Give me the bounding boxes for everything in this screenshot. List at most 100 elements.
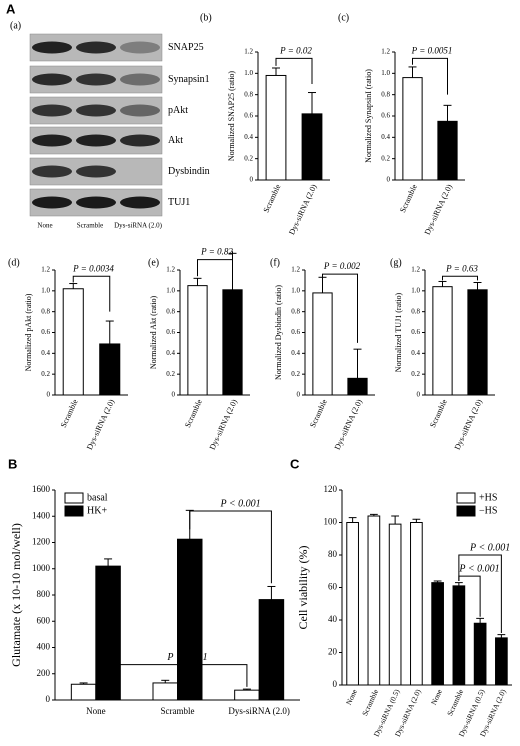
- y-tick-label: 1.2: [291, 266, 300, 274]
- y-tick-label: 0: [172, 391, 176, 399]
- panel-label: (b): [200, 12, 212, 23]
- error-bar: [318, 276, 327, 293]
- y-tick-label: 1.2: [166, 266, 175, 274]
- y-tick-label: 0.8: [244, 90, 253, 98]
- x-tick-label: Dys-siRNA (2.0): [453, 398, 484, 452]
- error-bar: [242, 688, 251, 691]
- error-bar: [438, 280, 447, 287]
- y-tick-label: 0.2: [291, 370, 300, 378]
- y-tick-label: 0: [297, 391, 301, 399]
- y-tick-label: 0.6: [381, 112, 390, 120]
- x-tick-label: Dys-siRNA (2.0): [333, 398, 364, 452]
- error-bar: [193, 277, 202, 286]
- blot-lane-label: Scramble: [77, 222, 103, 230]
- x-tick-label: Dys-siRNA (2.0): [423, 183, 454, 237]
- y-tick-label: 0.6: [411, 328, 420, 336]
- p-value: P < 0.001: [458, 563, 499, 574]
- blot-band: [32, 196, 72, 209]
- y-tick-label: 1.2: [411, 266, 420, 274]
- p-value: P < 0.001: [166, 652, 207, 663]
- blot-band: [32, 134, 72, 147]
- bar: [222, 289, 243, 396]
- error-bar: [497, 634, 506, 638]
- error-bar: [473, 282, 482, 290]
- y-tick-label: 0.2: [244, 154, 253, 162]
- legend-swatch: [456, 492, 476, 504]
- error-bar: [69, 283, 78, 289]
- bar: [234, 689, 260, 701]
- y-tick-label: 1400: [32, 510, 51, 520]
- legend-label: HK+: [87, 505, 107, 516]
- blot-band: [76, 41, 116, 54]
- bar: [99, 343, 121, 396]
- blot-band: [120, 104, 160, 117]
- y-tick-label: 80: [328, 549, 338, 559]
- error-bar: [443, 104, 452, 122]
- y-tick-label: 0.4: [291, 349, 300, 357]
- bar: [437, 120, 458, 181]
- y-tick-label: 40: [328, 614, 338, 624]
- y-tick-label: 1.0: [291, 286, 300, 294]
- blot-lane-label: None: [37, 222, 52, 230]
- y-tick-label: 0.2: [166, 370, 175, 378]
- panel-label: A: [6, 1, 16, 16]
- error-bar: [272, 67, 280, 76]
- y-tick-label: 1600: [32, 484, 51, 494]
- y-axis-label: Normalized Dysbindin (ratio): [274, 285, 283, 380]
- y-axis-label: Normalized pAkt (ratio): [24, 293, 33, 371]
- bar: [265, 74, 287, 181]
- y-tick-label: 0: [417, 391, 421, 399]
- error-bar: [391, 515, 400, 525]
- y-tick-label: 0: [333, 679, 338, 689]
- x-tick-label: Scramble: [398, 182, 419, 214]
- y-tick-label: 0.2: [411, 370, 420, 378]
- y-tick-label: 0: [47, 391, 51, 399]
- y-axis-label: Normalized SNAP25 (ratio): [227, 71, 236, 162]
- error-bar: [353, 348, 362, 379]
- blot-band: [76, 134, 116, 147]
- x-tick-label: Scramble: [183, 397, 204, 429]
- y-tick-label: 120: [324, 484, 338, 494]
- p-value: P = 0.0051: [411, 45, 453, 55]
- y-tick-label: 100: [324, 517, 338, 527]
- y-tick-label: 0: [387, 176, 391, 184]
- panel-label: (d): [8, 257, 20, 268]
- blot-band: [32, 41, 72, 54]
- y-tick-label: 0.4: [41, 349, 50, 357]
- panel-label: C: [290, 456, 300, 471]
- y-tick-label: 0.8: [41, 307, 50, 315]
- x-tick-label: None: [86, 706, 106, 716]
- bar: [495, 637, 508, 686]
- y-tick-label: 1.0: [244, 69, 253, 77]
- bar: [367, 515, 381, 686]
- error-bar: [454, 582, 463, 586]
- p-value: P = 0.82: [200, 247, 233, 257]
- bar: [402, 77, 423, 181]
- blot-band: [120, 196, 160, 209]
- y-tick-label: 1.0: [411, 286, 420, 294]
- error-bar: [348, 517, 357, 523]
- panel-label: (c): [338, 12, 349, 23]
- bar: [177, 538, 203, 701]
- bar: [347, 377, 368, 396]
- y-tick-label: 0.4: [381, 133, 390, 141]
- error-bar: [369, 513, 378, 516]
- error-bar: [476, 617, 485, 624]
- y-tick-label: 0.8: [166, 307, 175, 315]
- y-tick-label: 0.4: [244, 133, 253, 141]
- y-tick-label: 1.2: [41, 266, 50, 274]
- blot-lane-label: Dys-siRNA (2.0): [114, 222, 163, 230]
- blot-band: [76, 165, 116, 178]
- y-tick-label: 60: [328, 582, 338, 592]
- y-tick-label: 0: [46, 694, 51, 704]
- y-tick-label: 0.6: [41, 328, 50, 336]
- y-tick-label: 1.2: [244, 48, 253, 56]
- blot-label: (a): [10, 20, 21, 31]
- p-value: P = 0.63: [445, 263, 478, 273]
- y-axis-label: Normalized TUJ1 (ratio): [394, 292, 403, 372]
- error-bar: [412, 518, 421, 523]
- legend-swatch: [64, 505, 84, 517]
- y-tick-label: 0.6: [291, 328, 300, 336]
- significance-bracket: [458, 554, 502, 633]
- p-value: P = 0.02: [279, 45, 312, 55]
